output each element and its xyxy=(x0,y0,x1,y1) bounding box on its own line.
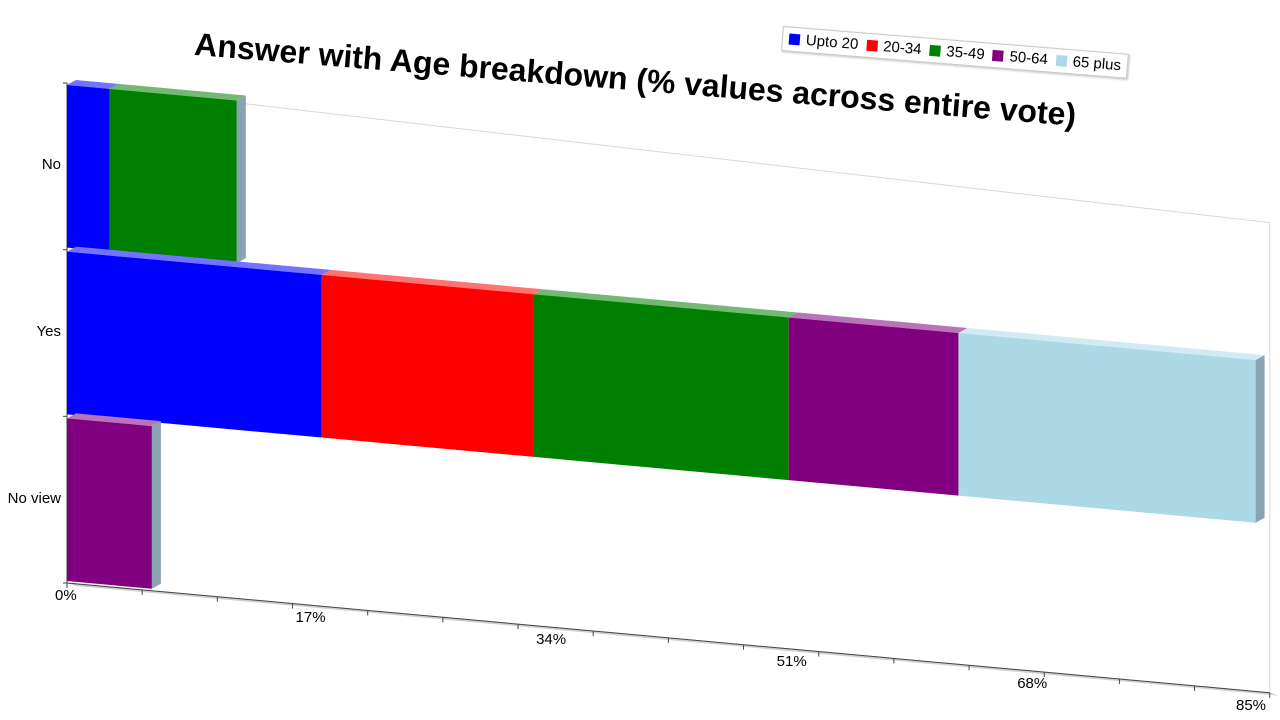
x-tick-label: 85% xyxy=(1236,696,1267,714)
legend-swatch xyxy=(865,39,878,52)
bar-top-face xyxy=(67,413,161,427)
legend-swatch xyxy=(788,33,801,46)
bar-segment-yes-20-34 xyxy=(321,274,534,457)
legend-swatch xyxy=(992,49,1005,62)
legend-item: 35-49 xyxy=(929,42,986,64)
x-tick-label: 68% xyxy=(1017,674,1048,692)
bar-top-face xyxy=(67,80,119,89)
bar-top-face xyxy=(533,289,798,318)
category-label: Yes xyxy=(36,323,61,340)
bar-segment-yes-upto-20 xyxy=(67,251,322,438)
bar-end-cap xyxy=(151,421,161,589)
legend-item: Upto 20 xyxy=(788,31,859,54)
legend-label: 50-64 xyxy=(1008,48,1049,69)
bar-segment-no-view-50-64 xyxy=(67,418,152,589)
bar-segment-no-upto-20 xyxy=(67,85,110,252)
category-label: No view xyxy=(7,489,61,507)
x-tick-label: 51% xyxy=(776,652,807,670)
bar-segment-yes-35-49 xyxy=(533,294,789,481)
bar-segment-yes-50-64 xyxy=(788,317,959,496)
legend-label: 35-49 xyxy=(945,43,986,64)
bar-top-face xyxy=(788,312,968,333)
legend-label: Upto 20 xyxy=(805,31,859,54)
legend-item: 65 plus xyxy=(1055,52,1122,74)
axis-floor xyxy=(67,583,1279,696)
legend-item: 20-34 xyxy=(865,37,923,59)
bar-top-face xyxy=(321,269,543,295)
legend-swatch xyxy=(929,44,941,57)
bar-top-face xyxy=(958,327,1265,361)
legend-label: 20-34 xyxy=(882,38,923,59)
bar-top-face xyxy=(109,83,246,101)
bar-segment-no-35-49 xyxy=(109,88,237,264)
x-tick-label: 17% xyxy=(295,608,326,626)
legend-swatch xyxy=(1055,55,1068,67)
x-tick-label: 0% xyxy=(55,587,77,604)
legend-label: 65 plus xyxy=(1072,53,1122,75)
bar-segment-yes-65-plus xyxy=(958,332,1256,523)
category-label: No xyxy=(41,156,61,174)
x-tick-label: 34% xyxy=(536,630,567,648)
bar-end-cap xyxy=(236,95,246,264)
bar-end-cap xyxy=(1255,355,1265,523)
bar-top-face xyxy=(67,246,331,275)
legend-item: 50-64 xyxy=(992,47,1049,69)
